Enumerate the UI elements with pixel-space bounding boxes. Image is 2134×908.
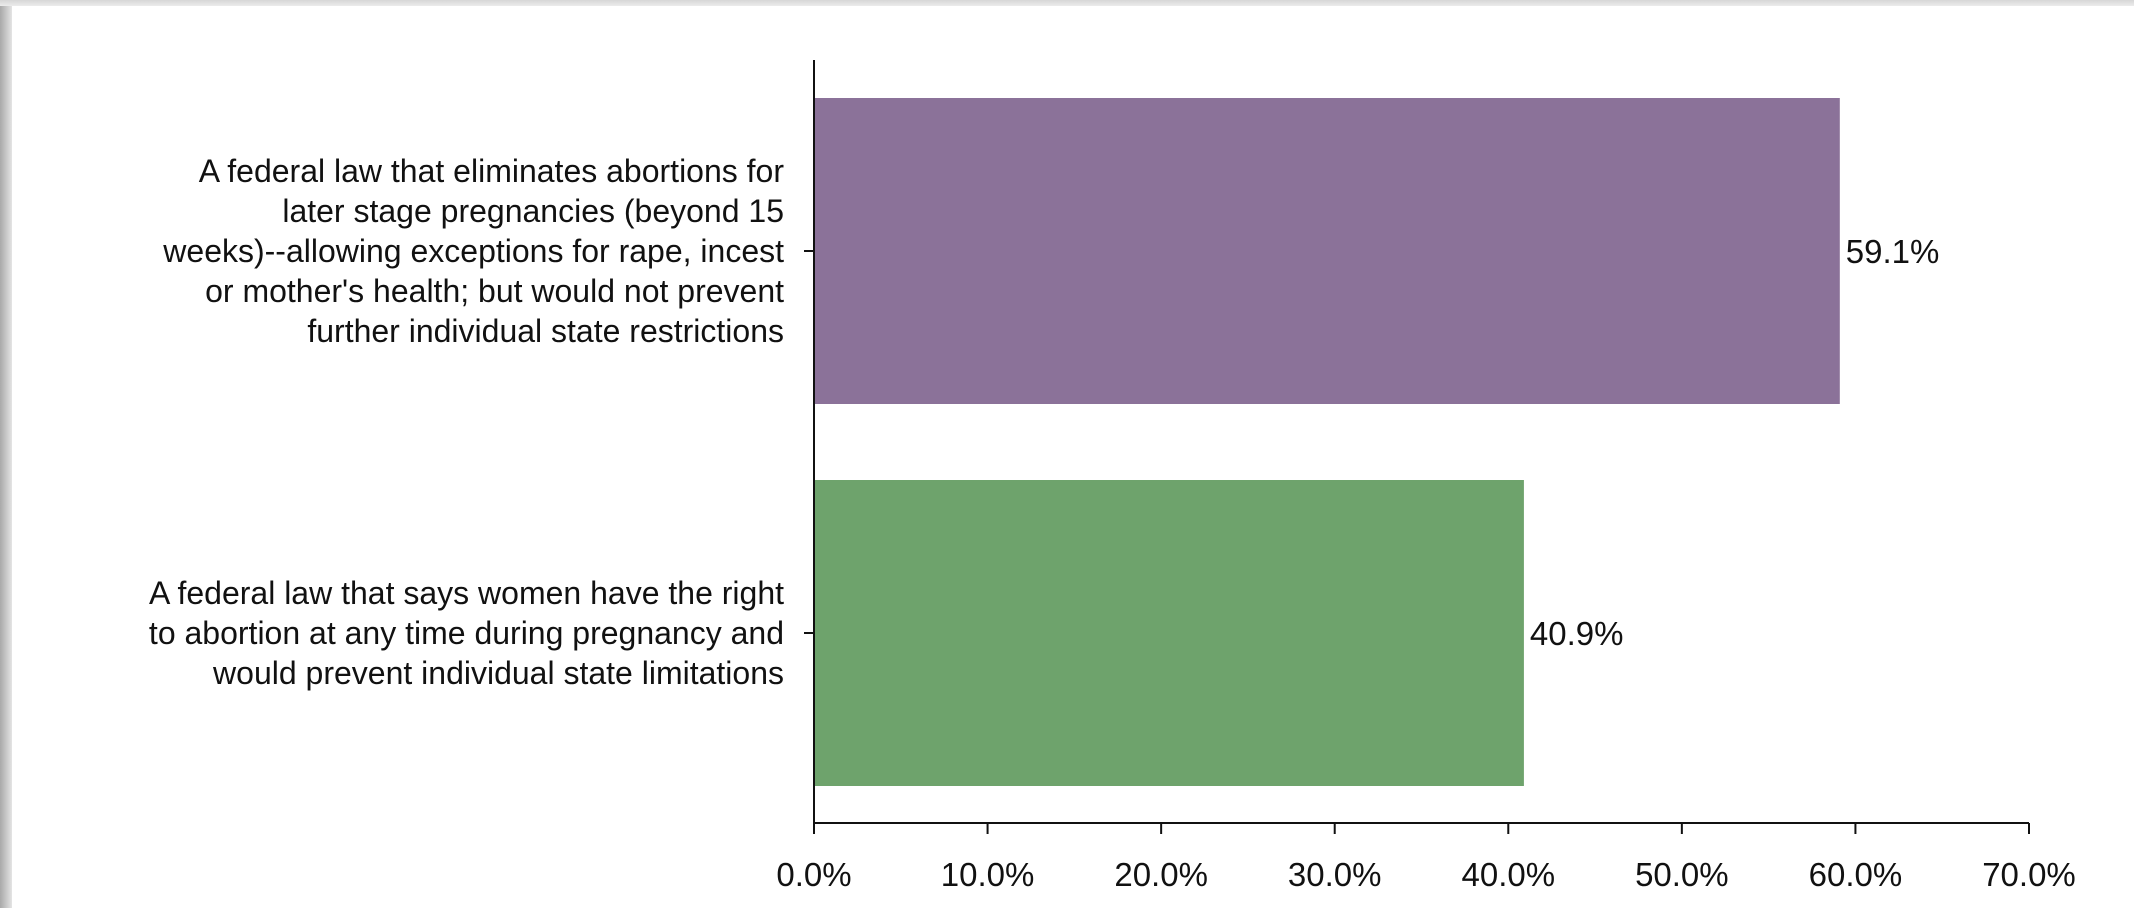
x-tick-label-2: 20.0% [1114,856,1208,893]
category-label-line: later stage pregnancies (beyond 15 [282,193,784,229]
category-label-line: to abortion at any time during pregnancy… [149,615,784,651]
axes-layer [804,60,2030,834]
x-tick-label-3: 30.0% [1288,856,1382,893]
x-tick-label-6: 60.0% [1809,856,1903,893]
labels-layer: 59.1% A federal law that eliminates abort… [149,153,2076,893]
bar-2 [814,480,1524,786]
x-tick-label-1: 10.0% [941,856,1035,893]
bars-layer [814,98,1840,786]
x-tick-label-7: 70.0% [1982,856,2076,893]
data-label-1: 59.1% [1846,233,1940,270]
category-label-line: or mother's health; but would not preven… [205,273,784,309]
x-tick-label-0: 0.0% [776,856,851,893]
x-tick-label-5: 50.0% [1635,856,1729,893]
window-left-edge [0,0,12,908]
category-label-line: weeks)--allowing exceptions for rape, in… [162,233,784,269]
category-label-line: A federal law that says women have the r… [149,575,784,611]
x-tick-label-4: 40.0% [1461,856,1555,893]
category-label-line: A federal law that eliminates abortions … [199,153,785,189]
window-top-edge [0,0,2134,6]
category-label-line: would prevent individual state limitatio… [212,655,784,691]
data-label-2: 40.9% [1530,615,1624,652]
category-label-1: A federal law that eliminates abortions … [162,153,784,349]
category-label-2: A federal law that says women have the r… [149,575,784,691]
bar-1 [814,98,1840,404]
category-label-line: further individual state restrictions [307,313,784,349]
